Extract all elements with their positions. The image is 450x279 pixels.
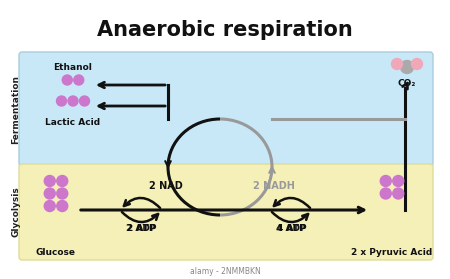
Circle shape: [380, 175, 391, 186]
Circle shape: [400, 61, 414, 73]
Text: Fermentation: Fermentation: [12, 74, 21, 143]
Circle shape: [74, 75, 84, 85]
Text: Glycolysis: Glycolysis: [12, 187, 21, 237]
Circle shape: [380, 188, 391, 199]
Circle shape: [393, 175, 404, 186]
Text: 2 ATP: 2 ATP: [127, 224, 155, 234]
Text: 2 NADH: 2 NADH: [253, 181, 295, 191]
Circle shape: [44, 175, 55, 186]
Text: CO₂: CO₂: [398, 79, 416, 88]
Circle shape: [44, 201, 55, 211]
Text: alamy - 2NMMBKN: alamy - 2NMMBKN: [189, 266, 261, 275]
Text: 2 ADP: 2 ADP: [126, 224, 156, 234]
Circle shape: [393, 188, 404, 199]
Circle shape: [80, 96, 90, 106]
Circle shape: [57, 175, 68, 186]
Text: 4 ADP: 4 ADP: [276, 224, 306, 234]
Circle shape: [68, 96, 78, 106]
Circle shape: [392, 59, 402, 69]
Text: 4 ATP: 4 ATP: [277, 224, 305, 234]
FancyBboxPatch shape: [19, 52, 433, 166]
Circle shape: [57, 201, 68, 211]
Circle shape: [57, 96, 67, 106]
Text: 2 x Pyruvic Acid: 2 x Pyruvic Acid: [351, 248, 432, 257]
Circle shape: [62, 75, 72, 85]
Circle shape: [411, 59, 423, 69]
FancyBboxPatch shape: [19, 164, 433, 260]
Text: 2 NAD: 2 NAD: [149, 181, 183, 191]
Text: Anaerobic respiration: Anaerobic respiration: [97, 20, 353, 40]
Circle shape: [57, 188, 68, 199]
Circle shape: [44, 188, 55, 199]
Text: Lactic Acid: Lactic Acid: [45, 118, 100, 127]
Text: Glucose: Glucose: [36, 248, 76, 257]
Text: Ethanol: Ethanol: [54, 63, 92, 72]
